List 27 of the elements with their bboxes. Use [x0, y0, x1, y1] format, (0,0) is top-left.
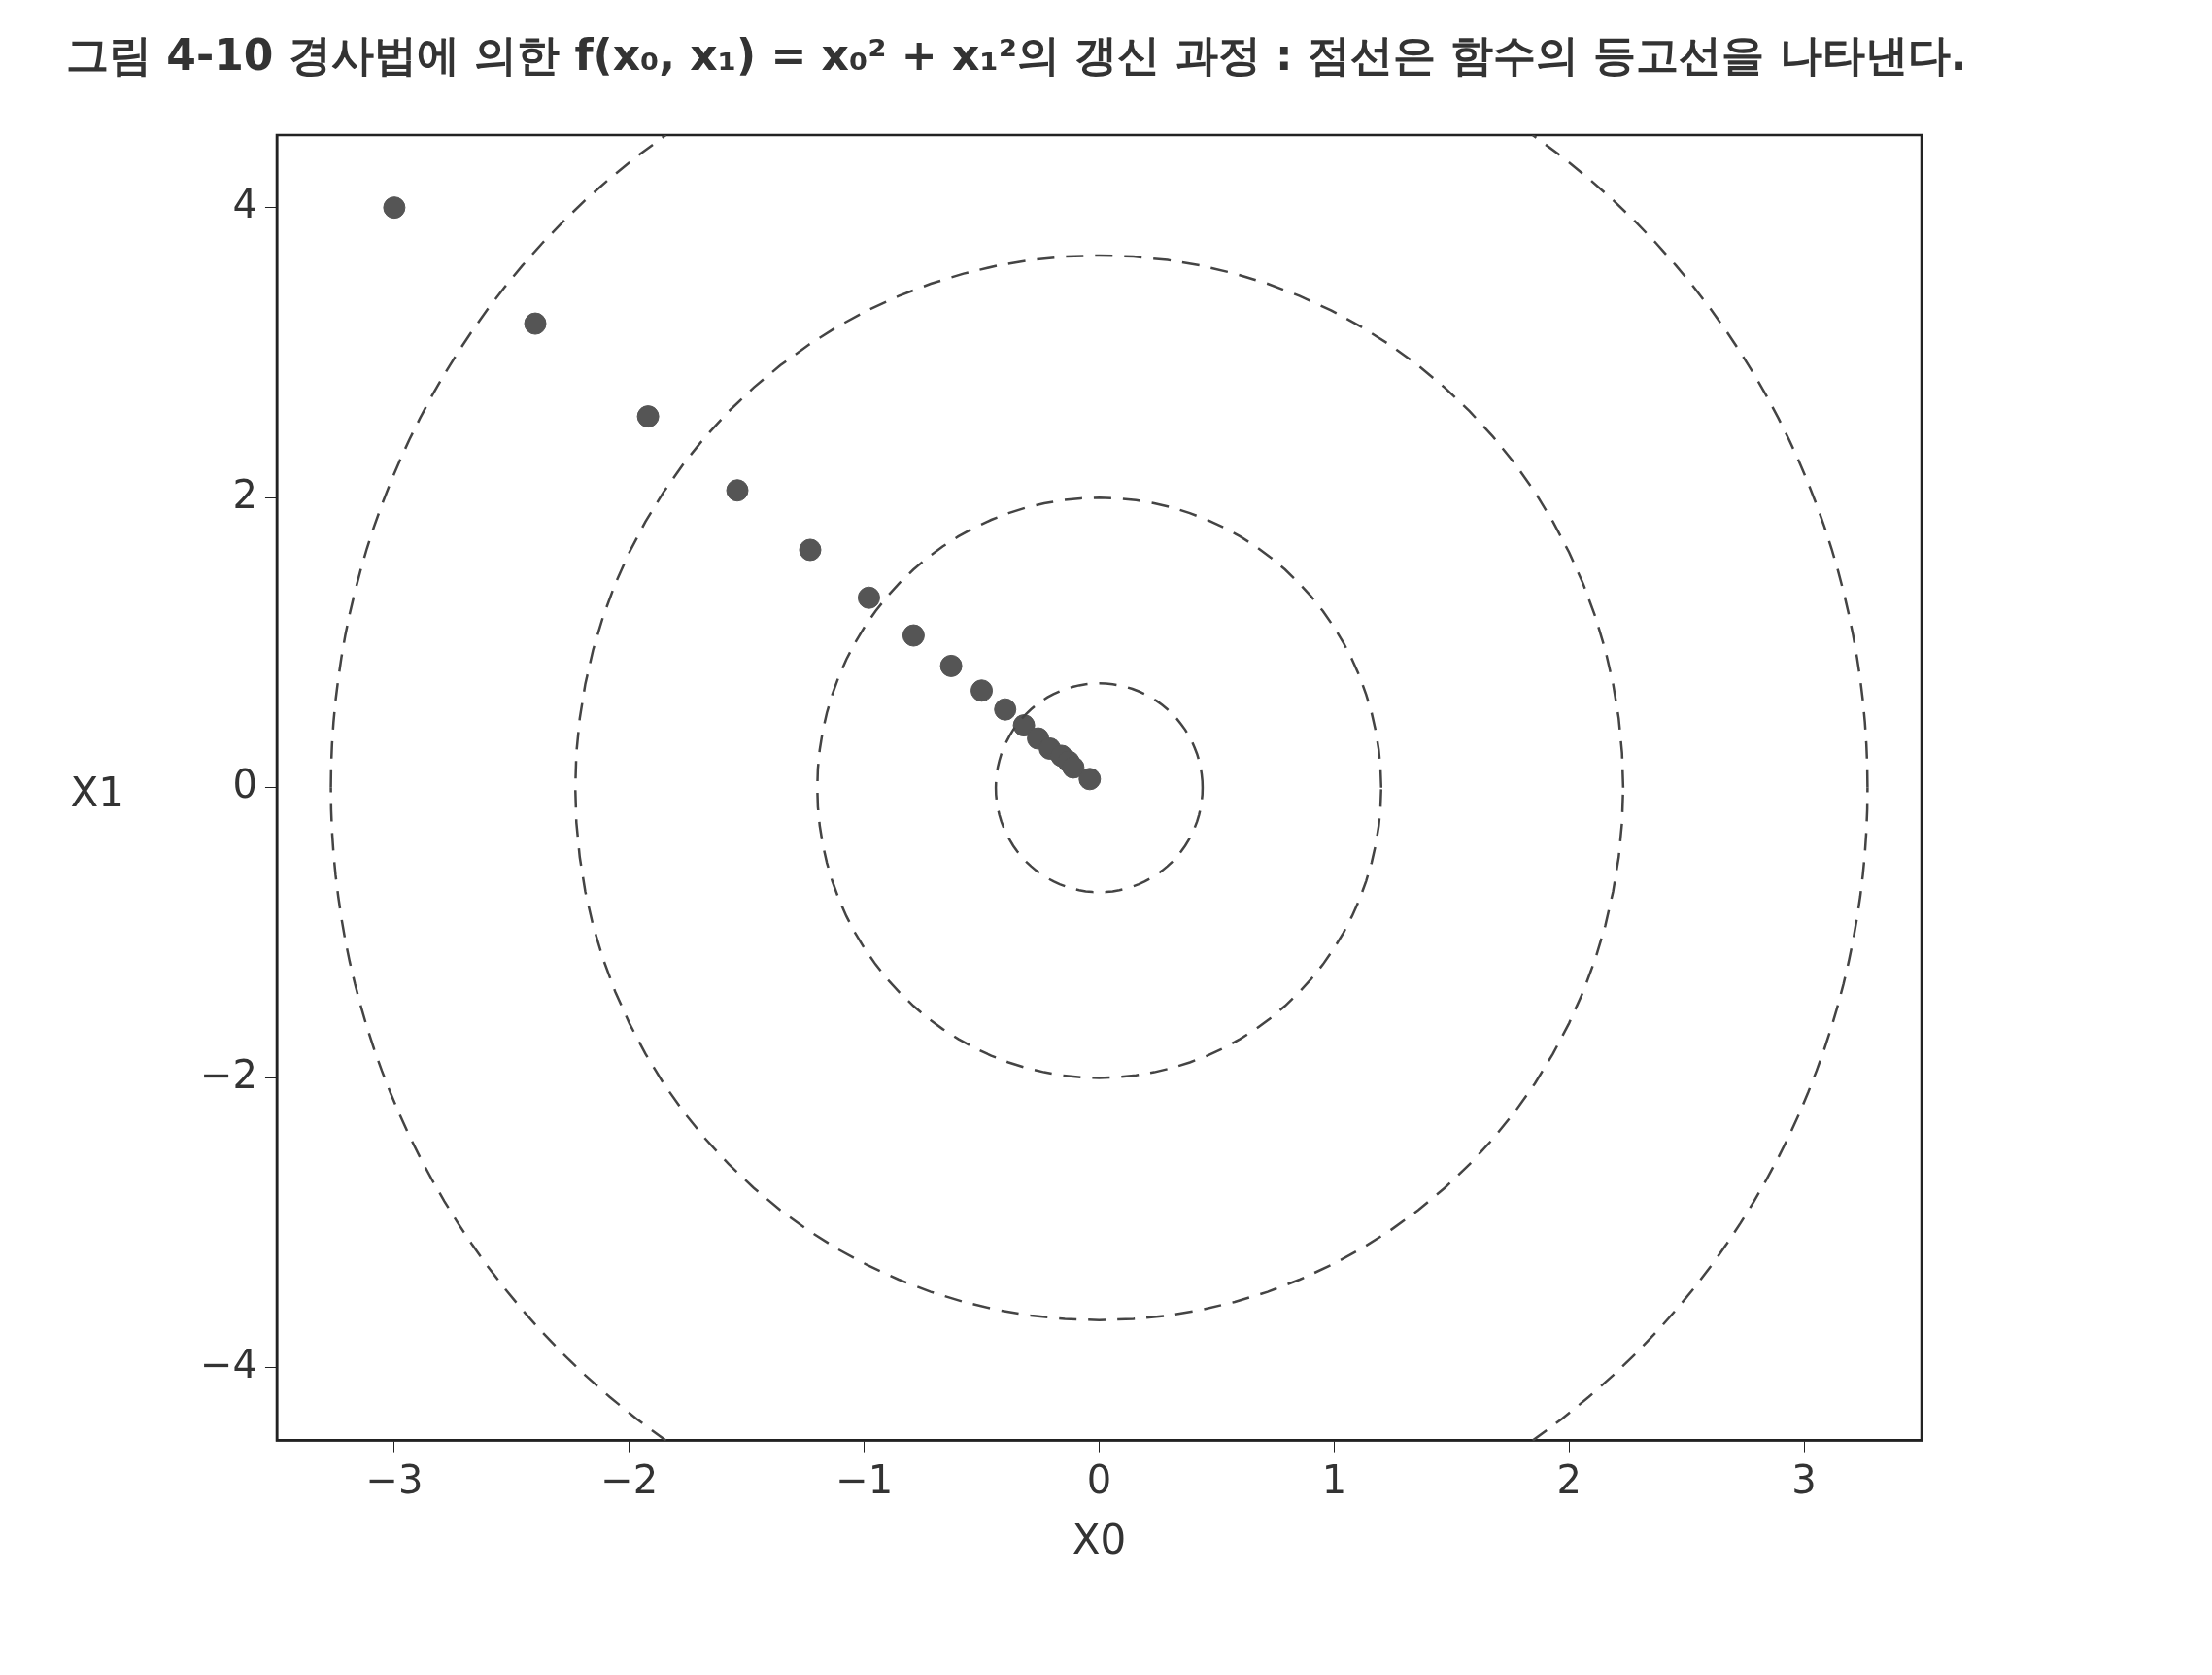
x-tick-label: 1 — [1321, 1456, 1347, 1502]
point — [857, 586, 880, 609]
y-tick-label: 0 — [232, 762, 257, 807]
x-tick-label: −2 — [600, 1456, 659, 1502]
y-tick-label: 2 — [232, 471, 257, 517]
chart-title: 그림 4-10 경사법에 의한 f(x₀, x₁) = x₀² + x₁²의 갱신 과정 : 점선은 함수의 등고선을 나타낸다. — [65, 29, 1968, 82]
x-tick-label: −1 — [835, 1456, 894, 1502]
x-tick-label: 0 — [1086, 1456, 1112, 1502]
y-axis-title: X1 — [70, 768, 124, 816]
y-tick-label: −2 — [200, 1051, 257, 1097]
point — [1078, 768, 1102, 791]
point — [994, 698, 1017, 721]
point — [939, 654, 963, 677]
point — [383, 196, 406, 220]
point — [726, 479, 749, 502]
point — [799, 538, 822, 562]
point — [902, 624, 925, 647]
point — [970, 679, 994, 702]
x-tick-label: 3 — [1791, 1456, 1817, 1502]
point — [1062, 756, 1085, 779]
x-tick-label: 2 — [1556, 1456, 1582, 1502]
x-axis-title: X0 — [1072, 1515, 1127, 1563]
point — [636, 405, 660, 428]
y-tick-label: 4 — [232, 182, 257, 227]
x-tick-label: −3 — [365, 1456, 424, 1502]
point — [524, 312, 547, 335]
y-tick-label: −4 — [200, 1342, 257, 1387]
